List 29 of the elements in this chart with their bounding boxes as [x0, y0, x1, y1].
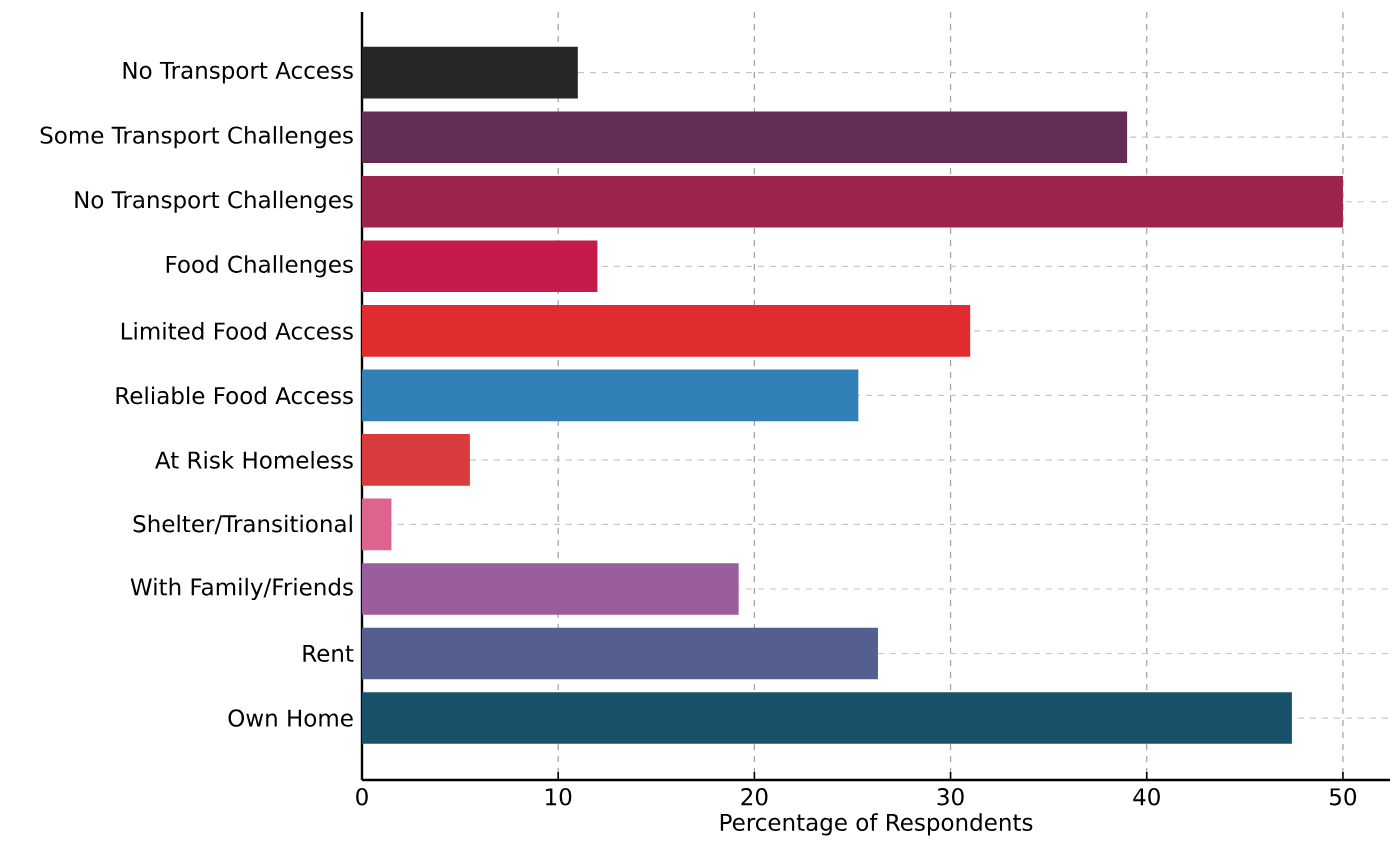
y-tick-label: Rent	[303, 644, 354, 663]
y-tick-label: Food Challenges	[166, 255, 353, 278]
bar	[362, 563, 739, 615]
bar	[362, 46, 578, 99]
y-tick-label: At Risk Homeless	[155, 451, 353, 469]
y-tick-label: Some Transport Challenges	[40, 126, 353, 149]
x-tick-label: 0	[356, 788, 368, 806]
bar	[362, 175, 1343, 228]
x-tick-label: 40	[1133, 788, 1160, 806]
x-tick-label: 10	[546, 788, 572, 806]
y-tick-label: Shelter/Transitional	[133, 514, 352, 535]
y-tick-label: Limited Food Access	[121, 321, 353, 340]
bar	[362, 111, 1128, 164]
y-tick-label: No Transport Challenges	[75, 190, 353, 213]
bar	[362, 369, 859, 422]
x-tick-label: 50	[1330, 788, 1357, 806]
x-axis-title: Percentage of Respondents	[720, 813, 1033, 836]
y-tick-label: With Family/Friends	[130, 577, 353, 601]
x-tick-label: 20	[741, 788, 768, 806]
x-tick-label: 30	[937, 788, 964, 806]
bar	[362, 692, 1292, 744]
bar	[362, 434, 470, 486]
bar	[362, 498, 392, 551]
y-tick-label: Own Home	[228, 709, 353, 727]
bar	[362, 627, 878, 680]
y-tick-label: No Transport Access	[123, 61, 353, 84]
bar	[362, 305, 971, 357]
bar	[362, 240, 598, 293]
y-tick-label: Reliable Food Access	[116, 386, 353, 405]
